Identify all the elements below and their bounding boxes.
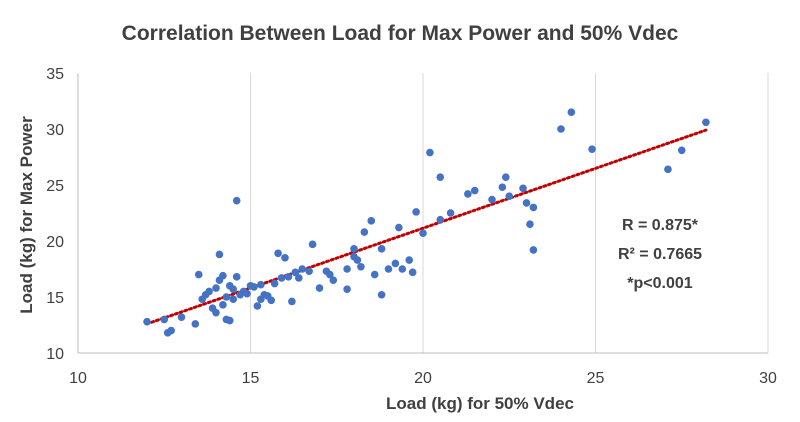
data-point [308, 240, 317, 249]
x-tick-label: 10 [69, 370, 87, 387]
axes [77, 73, 768, 354]
data-point [488, 195, 496, 204]
data-point [229, 295, 238, 304]
annotation-r: R = 0.875* [621, 217, 699, 234]
data-point [398, 265, 407, 273]
data-point [557, 125, 565, 133]
data-point [529, 246, 538, 254]
data-point [243, 289, 251, 298]
chart-title: Correlation Between Load for Max Power a… [121, 22, 679, 45]
x-tick-label: 15 [242, 370, 260, 387]
y-tick-label: 10 [46, 346, 64, 363]
data-point [502, 173, 510, 181]
annotation-r-squared: R² = 0.7665 [617, 246, 703, 263]
data-point [677, 146, 686, 155]
data-point [343, 265, 351, 273]
data-point [436, 173, 445, 181]
data-point [419, 229, 427, 237]
data-point [326, 270, 334, 279]
x-axis-label: Load (kg) for 50% Vdec [386, 394, 574, 413]
data-point [353, 256, 362, 264]
data-point [167, 326, 175, 335]
data-point [143, 317, 151, 326]
y-tick-label: 30 [46, 122, 64, 139]
data-point [253, 302, 262, 310]
data-point [160, 315, 169, 324]
data-point [391, 259, 400, 268]
data-point [567, 108, 576, 116]
data-point [446, 209, 455, 217]
x-tick-label: 25 [587, 370, 605, 387]
annotation-p-value: *p<0.001 [627, 275, 693, 292]
data-point [529, 203, 538, 212]
y-tick-label: 25 [46, 178, 64, 195]
data-point [219, 301, 227, 309]
data-point [291, 268, 300, 277]
data-point [229, 285, 238, 293]
data-point [295, 274, 303, 282]
data-point [498, 183, 507, 192]
data-point [464, 190, 472, 198]
data-point [436, 215, 445, 224]
data-point [212, 284, 220, 292]
data-point [215, 250, 224, 259]
data-point [250, 283, 258, 291]
data-point [281, 253, 289, 262]
data-point [274, 249, 282, 258]
data-point [288, 297, 296, 306]
data-point [426, 148, 434, 157]
data-point [267, 296, 276, 305]
data-point [329, 276, 338, 285]
data-point [526, 220, 534, 228]
data-point [395, 223, 403, 232]
data-point [350, 245, 358, 253]
data-point [360, 228, 369, 236]
data-point [588, 145, 596, 153]
data-point [232, 196, 241, 205]
data-point [377, 245, 386, 253]
data-point [232, 273, 241, 281]
data-point [370, 270, 379, 279]
data-point [522, 199, 531, 207]
tick-labels: 10 15 20 25 30 10 15 20 25 30 35 [46, 66, 777, 387]
data-point [405, 256, 414, 264]
data-point [412, 208, 420, 216]
data-point [384, 265, 393, 273]
x-tick-label: 20 [414, 370, 432, 387]
data-point [702, 118, 710, 127]
data-point [298, 265, 307, 273]
data-point [205, 287, 213, 296]
y-tick-label: 20 [46, 234, 64, 251]
data-point [470, 186, 479, 195]
data-point [277, 274, 286, 282]
y-tick-label: 15 [46, 290, 64, 307]
data-point [212, 308, 220, 317]
data-point [305, 267, 313, 276]
data-point [194, 270, 203, 279]
data-point [222, 293, 231, 301]
data-point [357, 262, 365, 271]
x-tick-label: 30 [759, 370, 777, 387]
data-point [226, 316, 234, 325]
data-point [219, 271, 227, 280]
data-point [315, 284, 324, 292]
data-point [270, 279, 279, 288]
data-point [284, 273, 293, 281]
data-point [664, 165, 672, 174]
y-tick-label: 35 [46, 66, 64, 83]
data-point [177, 313, 186, 321]
gridlines [250, 73, 769, 353]
data-point [519, 184, 527, 193]
data-point [191, 320, 200, 328]
data-point [505, 192, 514, 200]
data-point [377, 290, 386, 299]
data-points [143, 108, 710, 337]
data-point [367, 217, 376, 225]
data-point [343, 285, 351, 293]
data-point [257, 280, 265, 289]
data-point [408, 268, 417, 277]
